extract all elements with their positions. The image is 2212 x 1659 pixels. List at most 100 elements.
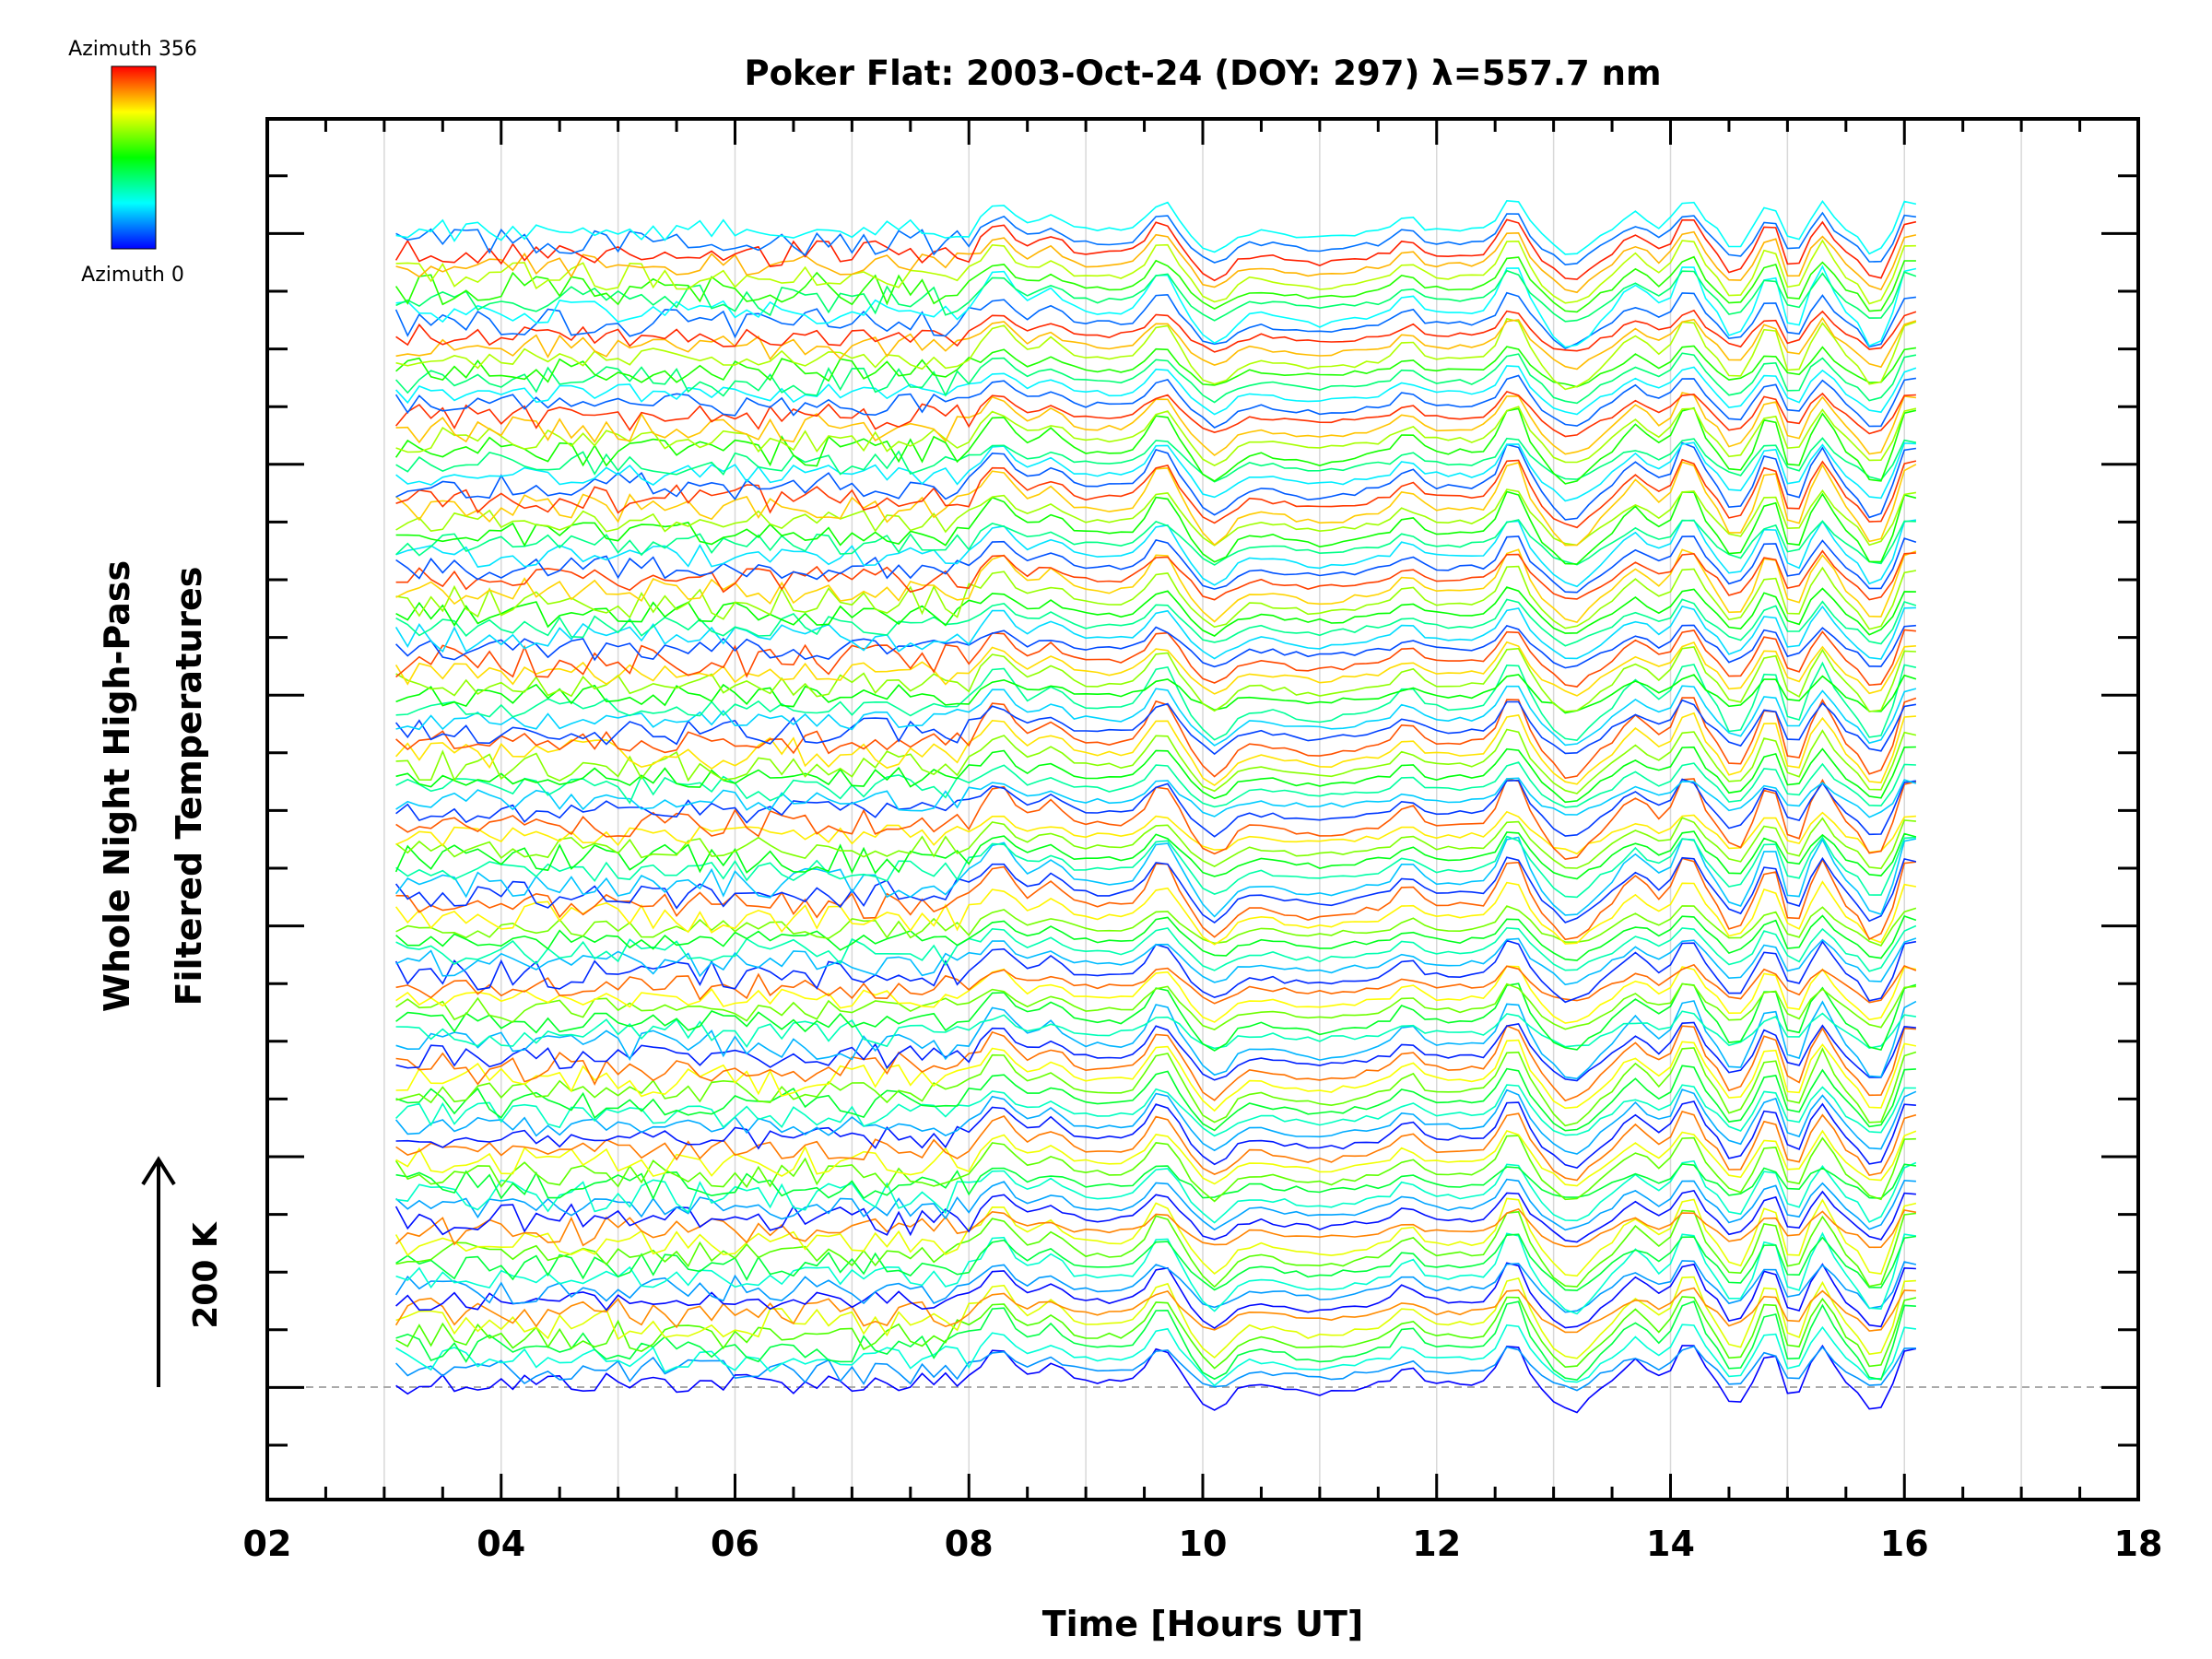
series-line [395, 345, 1917, 388]
colorbar [111, 65, 157, 250]
series-line [395, 817, 1916, 870]
series-line [395, 761, 1916, 808]
series-line [395, 1209, 1916, 1288]
series-line [395, 239, 1916, 305]
series-line [395, 624, 1916, 669]
series-line [395, 1159, 1917, 1224]
series-line [395, 937, 1917, 986]
series-line [394, 1135, 1916, 1203]
series-line [395, 778, 1916, 838]
series-line [395, 965, 1917, 1024]
series-line [394, 880, 1917, 946]
scale-label: 200 K [187, 1221, 225, 1329]
series-line [395, 1024, 1916, 1102]
series-line [395, 1163, 1916, 1201]
series-line [395, 777, 1917, 818]
series-line [395, 1344, 1917, 1414]
series-line [395, 1324, 1916, 1387]
series-line [395, 1178, 1916, 1231]
series-line [395, 441, 1916, 502]
series-line [395, 199, 1917, 255]
series-line [395, 1231, 1917, 1315]
series-line [395, 441, 1917, 521]
series-line [395, 1010, 1917, 1050]
series-line [395, 1300, 1916, 1382]
vertical-gridlines [383, 119, 2022, 1500]
series-line [394, 1088, 1917, 1155]
series-line [395, 211, 1917, 266]
series-line [395, 535, 1917, 594]
x-axis-label: Time [Hours UT] [1042, 1604, 1364, 1644]
series-line [394, 836, 1917, 918]
x-tick-label: 18 [2114, 1524, 2163, 1564]
colorbar-top-label: Azimuth 356 [68, 38, 197, 61]
series-line [395, 1276, 1916, 1359]
x-tick-label: 14 [1646, 1524, 1695, 1564]
series-line [395, 661, 1917, 742]
series-line [395, 598, 1917, 647]
series-lines [394, 199, 1917, 1414]
series-line [394, 291, 1916, 350]
series-line [395, 1262, 1916, 1329]
series-line [395, 1039, 1917, 1112]
series-line [395, 309, 1917, 353]
series-line [394, 641, 1916, 697]
series-line [395, 1296, 1917, 1370]
series-line [395, 265, 1917, 348]
series-line [395, 1100, 1916, 1169]
series-line [394, 374, 1917, 429]
x-tick-labels: 02 04 06 08 10 12 14 16 18 [243, 1524, 2163, 1564]
series-line [394, 390, 1916, 438]
series-line [395, 230, 1917, 294]
series-line [395, 914, 1917, 961]
y-axis-label-line1: Whole Night High-Pass [97, 560, 137, 1012]
series-line [395, 697, 1917, 780]
series-line [395, 835, 1916, 899]
series-line [395, 905, 1917, 947]
series-line [395, 746, 1916, 804]
series-line [394, 1260, 1917, 1313]
series-line [395, 548, 1917, 624]
series-line [395, 1345, 1916, 1392]
x-tick-label: 10 [1179, 1524, 1228, 1564]
series-line [395, 317, 1917, 391]
series-line [395, 674, 1917, 714]
series-line [395, 646, 1916, 712]
series-line [395, 728, 1917, 794]
series-line [394, 218, 1917, 282]
series-line [394, 255, 1916, 313]
series-line [395, 1207, 1917, 1249]
x-tick-label: 08 [945, 1524, 994, 1564]
series-line [395, 406, 1917, 467]
series-line [395, 488, 1917, 547]
series-line [394, 1197, 1917, 1277]
scale-arrow-icon [141, 1156, 176, 1387]
series-line [394, 699, 1917, 756]
series-line [394, 406, 1917, 485]
series-line [395, 437, 1917, 483]
series-line [395, 1021, 1916, 1082]
x-tick-label: 02 [243, 1524, 292, 1564]
series-line [395, 1233, 1917, 1292]
series-line [395, 586, 1916, 637]
series-line [394, 1190, 1916, 1243]
x-tick-label: 04 [477, 1524, 525, 1564]
series-line [395, 549, 1916, 601]
series-line [395, 1065, 1916, 1132]
series-line [395, 1084, 1916, 1137]
series-line [395, 924, 1917, 972]
series-line [395, 1047, 1917, 1127]
series-line [395, 1111, 1917, 1182]
series-line [394, 830, 1917, 880]
x-tick-label: 06 [711, 1524, 759, 1564]
series-line [395, 519, 1916, 566]
series-line [395, 810, 1916, 855]
series-line [395, 519, 1917, 588]
series-line [395, 490, 1917, 565]
series-line [395, 712, 1916, 786]
series-line [395, 565, 1917, 630]
series-line [395, 1129, 1917, 1187]
series-line [395, 461, 1917, 547]
series-line [395, 1000, 1917, 1080]
